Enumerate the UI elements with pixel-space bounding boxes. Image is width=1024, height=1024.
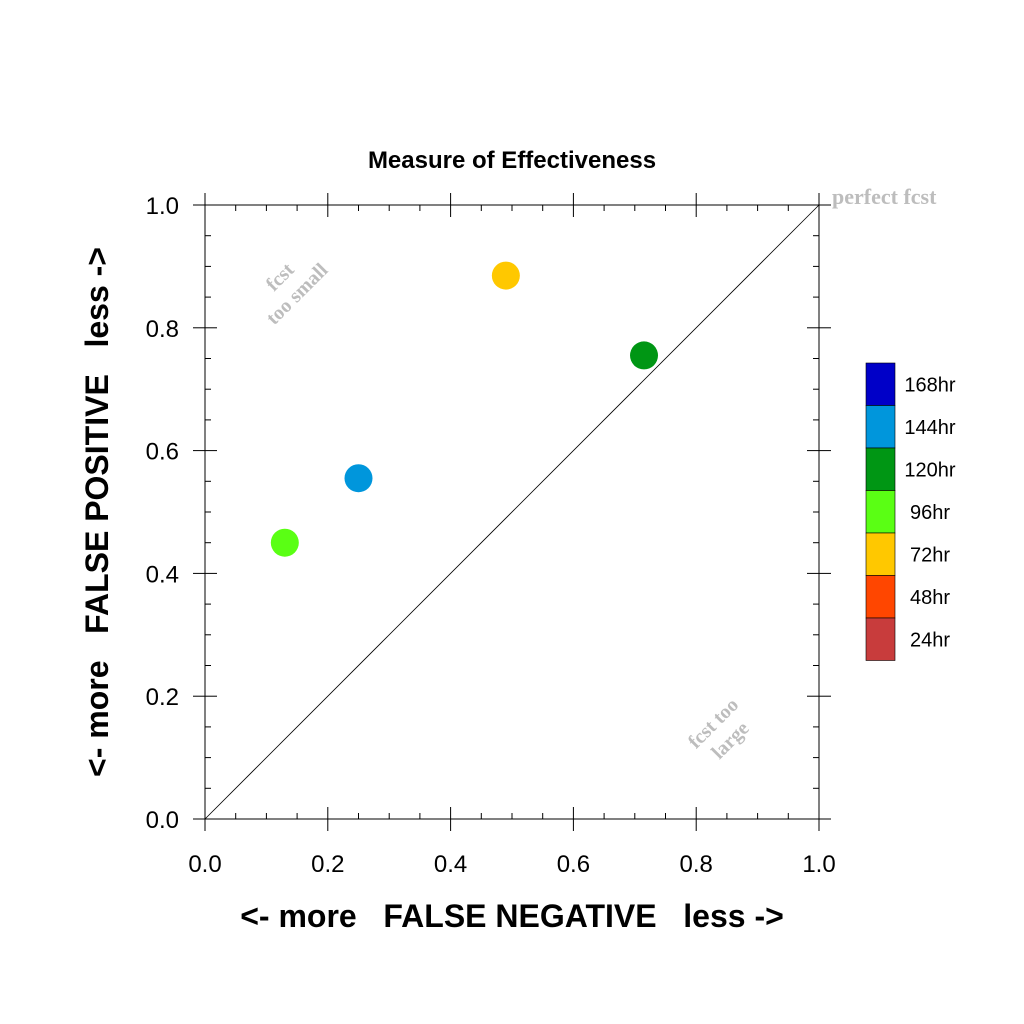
- x-tick-labels: 0.0 0.2 0.4 0.6 0.8 1.0: [188, 851, 835, 878]
- perfect-fcst-label: perfect fcst: [832, 184, 937, 209]
- y-tick-labels: 0.0 0.2 0.4 0.6 0.8 1.0: [146, 193, 179, 834]
- legend-label-168hr: 168hr: [904, 374, 955, 396]
- data-point-96hr: [270, 528, 299, 557]
- x-tick-label: 1.0: [802, 851, 835, 878]
- legend-label-120hr: 120hr: [904, 459, 955, 481]
- annotation-too-large: fcst too large: [684, 694, 754, 764]
- legend: 168hr 144hr 120hr 96hr 72hr 48hr 24hr: [865, 362, 956, 661]
- legend-swatch-96hr: [865, 490, 896, 534]
- data-point-72hr: [491, 261, 520, 290]
- legend-label-72hr: 72hr: [910, 544, 950, 566]
- x-tick-label: 0.2: [311, 851, 344, 878]
- chart-title: Measure of Effectiveness: [368, 147, 656, 174]
- legend-swatch-48hr: [865, 575, 896, 619]
- annotation-too-small: fcst too small: [262, 259, 333, 330]
- x-tick-label: 0.6: [557, 851, 590, 878]
- x-axis-label: <- more FALSE NEGATIVE less ->: [240, 898, 784, 934]
- x-tick-label: 0.4: [434, 851, 467, 878]
- legend-swatch-168hr: [865, 362, 896, 406]
- y-tick-label: 0.8: [146, 316, 179, 343]
- data-point-144hr: [344, 464, 373, 493]
- data-point-120hr: [630, 341, 659, 370]
- y-tick-label: 0.2: [146, 684, 179, 711]
- legend-label-144hr: 144hr: [904, 417, 955, 439]
- plot-frame: [204, 204, 820, 820]
- legend-swatch-72hr: [865, 532, 896, 576]
- legend-label-48hr: 48hr: [910, 587, 950, 609]
- x-tick-label: 0.0: [188, 851, 221, 878]
- y-axis-label: <- more FALSE POSITIVE less ->: [79, 247, 115, 777]
- legend-label-24hr: 24hr: [910, 629, 950, 651]
- y-tick-label: 0.4: [146, 561, 179, 588]
- legend-swatch-24hr: [865, 617, 896, 661]
- x-tick-label: 0.8: [680, 851, 713, 878]
- legend-swatch-144hr: [865, 405, 896, 449]
- legend-swatch-120hr: [865, 447, 896, 491]
- y-tick-label: 0.0: [146, 807, 179, 834]
- legend-label-96hr: 96hr: [910, 502, 950, 524]
- perfect-forecast-line: [204, 204, 820, 820]
- y-tick-label: 1.0: [146, 193, 179, 220]
- y-tick-label: 0.6: [146, 439, 179, 466]
- data-points: [270, 261, 659, 557]
